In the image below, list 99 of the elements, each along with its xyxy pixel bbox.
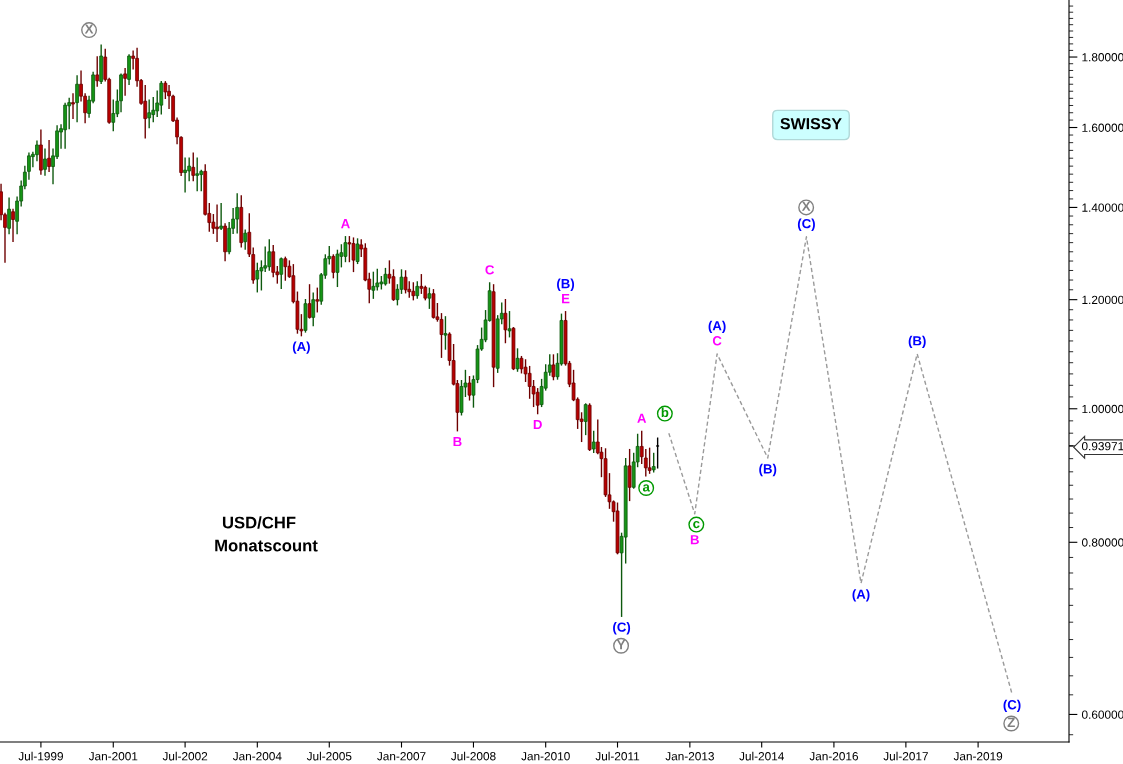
candlestick — [71, 93, 75, 119]
candlestick — [591, 430, 596, 453]
candlestick — [279, 257, 284, 289]
candlestick — [195, 157, 200, 192]
annotation: C — [712, 336, 722, 346]
x-tick-label: Jan-2010 — [521, 752, 570, 761]
x-tick-label: Jan-2013 — [665, 752, 714, 761]
data-label: Z — [1007, 717, 1015, 727]
annotation: C — [485, 265, 495, 275]
candlestick — [95, 56, 100, 87]
data-label: X — [801, 201, 811, 211]
candlestick — [651, 452, 656, 473]
annotation: SWISSY — [780, 117, 842, 130]
candlestick — [655, 437, 660, 469]
candlestick — [215, 204, 219, 242]
y-tick-label: 1.60000 — [1082, 123, 1123, 132]
candlestick — [307, 284, 312, 319]
annotation: B — [690, 535, 699, 545]
data-label: Y — [616, 640, 626, 650]
x-tick-label: Jul-2017 — [883, 751, 928, 761]
candlestick — [535, 388, 540, 415]
candlestick — [219, 202, 224, 230]
annotation: (B) — [759, 463, 777, 477]
candlestick — [443, 316, 448, 350]
x-tick-label: Jul-1999 — [18, 751, 63, 761]
candlestick — [583, 403, 588, 436]
candlestick — [467, 376, 472, 401]
candlestick — [255, 262, 260, 293]
x-tick-label: Jan-2019 — [953, 752, 1003, 761]
candlestick — [43, 148, 47, 176]
candlestick — [127, 54, 131, 85]
candlestick — [75, 75, 79, 123]
y-tick-label: 0.93971 — [1081, 442, 1123, 451]
annotation: A — [637, 413, 647, 423]
candlestick — [147, 99, 152, 129]
x-tick-label: Jul-2011 — [595, 751, 640, 761]
candlestick — [123, 68, 127, 96]
candlestick — [647, 447, 652, 474]
candlestick — [311, 292, 316, 327]
candlestick — [159, 81, 164, 115]
candlestick — [371, 271, 376, 299]
line-series — [668, 236, 1013, 695]
candlestick — [427, 287, 432, 309]
candlestick — [47, 140, 51, 173]
candlestick — [551, 354, 556, 381]
candlestick — [11, 208, 15, 242]
text: USD/CHF — [222, 516, 296, 529]
candlestick — [403, 270, 408, 294]
annotation: (A) — [708, 320, 726, 334]
annotation: A — [341, 219, 350, 229]
candlestick — [627, 448, 632, 502]
candlestick — [503, 298, 508, 344]
candlestick — [331, 254, 336, 279]
candlestick — [271, 245, 276, 278]
candlestick — [343, 236, 348, 263]
y-tick-label: 1.80000 — [1082, 53, 1123, 62]
x-tick-label: Jul-2014 — [739, 751, 784, 761]
y-tick-label: 1.40000 — [1082, 203, 1123, 212]
candlestick — [111, 99, 116, 132]
x-tick-label: Jul-2002 — [162, 751, 208, 761]
candlestick — [259, 260, 264, 291]
candlestick — [351, 237, 356, 273]
x-tick-label: Jan-2001 — [88, 752, 138, 761]
annotation: (C) — [1003, 699, 1021, 713]
data-label: a — [642, 484, 650, 492]
annotation: (B) — [908, 335, 926, 349]
x-tick-label: Jan-2007 — [377, 752, 426, 761]
y-tick-label: 0.60000 — [1081, 710, 1123, 719]
annotation: (C) — [613, 622, 631, 635]
y-tick-label: 0.80000 — [1081, 538, 1123, 547]
annotation: (C) — [797, 218, 815, 231]
candlestick — [191, 152, 196, 182]
candlestick — [643, 448, 648, 477]
x-tick-label: Jul-2008 — [451, 751, 496, 761]
text: Monatscount — [215, 539, 318, 552]
candlestick — [283, 256, 288, 281]
annotation: (B) — [557, 278, 575, 291]
candlestick — [243, 229, 248, 250]
candlestick — [183, 157, 187, 193]
annotation: E — [562, 294, 570, 304]
candlestick — [267, 239, 272, 271]
data-label: X — [84, 24, 94, 34]
annotation: B — [453, 437, 462, 447]
x-tick-label: Jul-2005 — [306, 751, 352, 761]
candlestick — [235, 193, 240, 234]
x-tick-label: Jan-2004 — [232, 752, 282, 761]
candlestick — [431, 289, 436, 319]
y-tick-label: 1.00000 — [1082, 404, 1123, 414]
candlestick — [315, 287, 320, 313]
candlestick — [507, 311, 512, 338]
candlestick — [515, 348, 520, 372]
annotation: (A) — [292, 341, 310, 354]
data-label: c — [693, 520, 700, 529]
annotation: (A) — [852, 589, 870, 602]
data-label: b — [661, 407, 669, 418]
y-tick-label: 1.20000 — [1082, 295, 1123, 305]
annotation: D — [533, 419, 542, 429]
candlestick — [7, 197, 11, 235]
x-tick-label: Jan-2016 — [809, 752, 859, 761]
